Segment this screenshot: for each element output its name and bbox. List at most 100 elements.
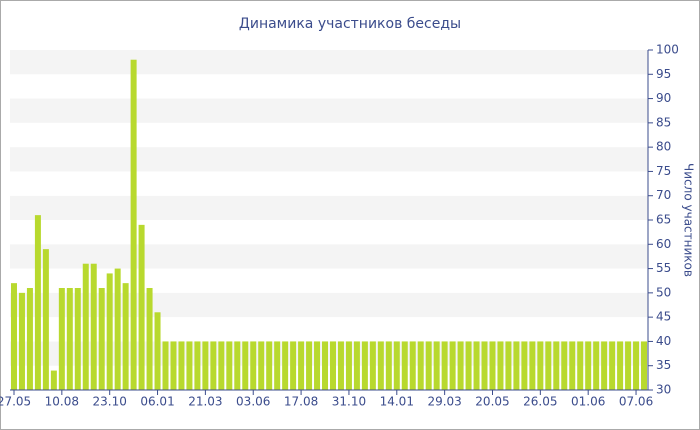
bar [601, 341, 608, 390]
bar [154, 312, 161, 390]
bar [138, 224, 145, 390]
grid-band [10, 341, 648, 366]
x-tick-label: 03.06 [236, 395, 270, 409]
bar [170, 341, 177, 390]
grid-band [10, 122, 648, 148]
bar [106, 273, 113, 390]
bar [545, 341, 552, 390]
y-tick-label: 70 [656, 188, 671, 202]
x-tick-label: 23.10 [93, 395, 127, 409]
bar [26, 288, 33, 390]
bar [377, 341, 384, 390]
bar [353, 341, 360, 390]
grid-band [10, 268, 648, 293]
x-tick-label: 10.08 [45, 395, 79, 409]
x-tick-label: 31.10 [332, 395, 366, 409]
y-tick-label: 35 [656, 358, 671, 372]
bar [521, 341, 528, 390]
bar [633, 341, 640, 390]
grid-band [10, 220, 648, 245]
bar [401, 341, 408, 390]
y-tick-label: 60 [656, 237, 671, 251]
bar [210, 341, 217, 390]
x-tick-label: 01.06 [571, 395, 605, 409]
y-tick-label: 40 [656, 334, 671, 348]
y-tick-label: 30 [656, 383, 671, 397]
bar [497, 341, 504, 390]
bar [609, 341, 616, 390]
grid-band [10, 195, 648, 220]
x-tick-label: 21.03 [188, 395, 222, 409]
x-tick-label: 07.06 [619, 395, 653, 409]
x-tick-label: 29.03 [427, 395, 461, 409]
bar [162, 341, 169, 390]
bar [585, 341, 592, 390]
bar [465, 341, 472, 390]
bar [529, 341, 536, 390]
bar [258, 341, 265, 390]
bar [569, 341, 576, 390]
bar [306, 341, 313, 390]
grid-band [10, 317, 648, 342]
bar [58, 288, 65, 390]
bar [473, 341, 480, 390]
y-tick-label: 100 [656, 43, 679, 57]
y-tick-label: 95 [656, 67, 671, 81]
bar [18, 292, 25, 390]
bar [641, 341, 648, 390]
bar [625, 341, 632, 390]
y-tick-label: 65 [656, 213, 671, 227]
grid-band [10, 244, 648, 269]
bar [393, 341, 400, 390]
y-tick-label: 45 [656, 310, 671, 324]
x-tick-label: 14.01 [380, 395, 414, 409]
bar [481, 341, 488, 390]
bar [266, 341, 273, 390]
bar [489, 341, 496, 390]
bar [186, 341, 193, 390]
bar [449, 341, 456, 390]
x-tick-label: 20.05 [475, 395, 509, 409]
bar [505, 341, 512, 390]
bar [10, 283, 17, 390]
bar [513, 341, 520, 390]
bar [577, 341, 584, 390]
bar [617, 341, 624, 390]
x-tick-label: 06.01 [140, 395, 174, 409]
chart-title: Динамика участников беседы [239, 16, 461, 32]
bar [226, 341, 233, 390]
grid-band [10, 292, 648, 318]
bar [274, 341, 281, 390]
bar [66, 288, 73, 390]
bar [74, 288, 81, 390]
bar [282, 341, 289, 390]
bar [218, 341, 225, 390]
bar [409, 341, 416, 390]
grid-band [10, 171, 648, 196]
bar [290, 341, 297, 390]
bar [114, 268, 121, 390]
bar [42, 249, 49, 390]
y-tick-label: 55 [656, 261, 671, 275]
bar [322, 341, 329, 390]
bar [82, 263, 89, 390]
bar [314, 341, 321, 390]
y-tick-label: 90 [656, 91, 671, 105]
bar [130, 59, 137, 390]
bar [90, 263, 97, 390]
bar [202, 341, 209, 390]
bar [385, 341, 392, 390]
grid-band [10, 50, 648, 75]
bar [345, 341, 352, 390]
bar [593, 341, 600, 390]
bar [50, 370, 57, 390]
bar [122, 283, 129, 390]
bar [329, 341, 336, 390]
grid-band [10, 365, 648, 390]
x-tick-label: 27.05 [0, 395, 31, 409]
bar [250, 341, 257, 390]
bar [98, 288, 105, 390]
bar [146, 288, 153, 390]
bar [369, 341, 376, 390]
